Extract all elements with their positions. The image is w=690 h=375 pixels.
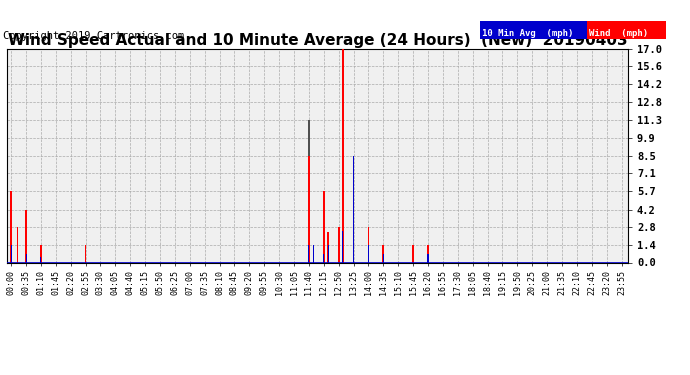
Bar [313, 245, 314, 262]
Bar [342, 231, 344, 262]
Bar [323, 254, 324, 262]
Bar [10, 245, 12, 262]
Bar [40, 245, 42, 262]
Bar [323, 191, 324, 262]
Bar [368, 227, 369, 262]
Bar [85, 245, 86, 262]
Bar [383, 254, 384, 262]
Bar [427, 245, 429, 262]
Bar [342, 49, 344, 262]
Bar [308, 156, 310, 262]
Bar [308, 120, 310, 262]
Bar [338, 227, 339, 262]
Bar [17, 227, 19, 262]
Bar [308, 245, 309, 262]
Bar [26, 210, 27, 262]
Text: Wind  (mph): Wind (mph) [589, 28, 649, 38]
Bar [26, 254, 27, 262]
Text: Copyright 2019 Cartronics.com: Copyright 2019 Cartronics.com [3, 32, 185, 41]
Bar [353, 227, 355, 262]
Bar [412, 245, 414, 262]
Bar [382, 245, 384, 262]
Text: 10 Min Avg  (mph): 10 Min Avg (mph) [482, 28, 573, 38]
Title: Wind Speed Actual and 10 Minute Average (24 Hours)  (New)  20190403: Wind Speed Actual and 10 Minute Average … [8, 33, 627, 48]
Bar [342, 49, 344, 262]
Bar [10, 191, 12, 262]
Bar [353, 156, 354, 262]
Bar [327, 232, 329, 262]
Bar [368, 245, 369, 262]
